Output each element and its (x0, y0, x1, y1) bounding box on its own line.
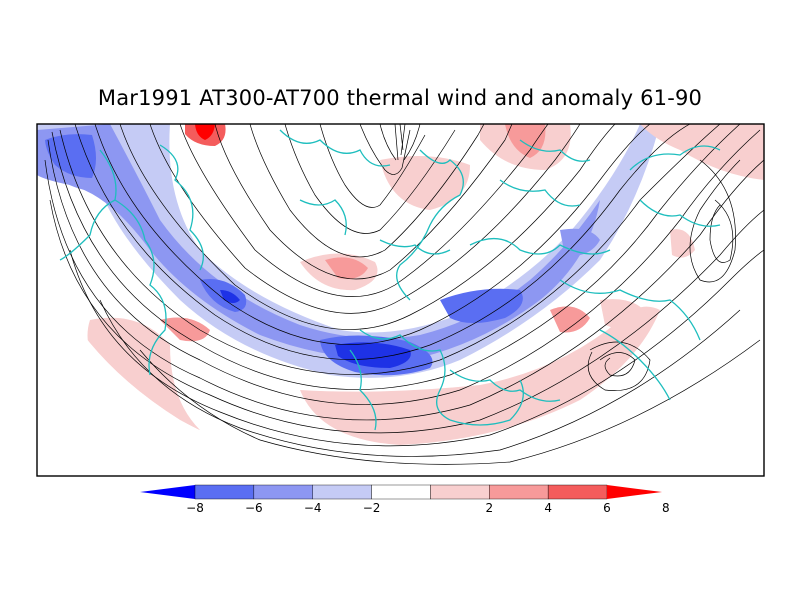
colorbar-tick-label: 2 (485, 501, 493, 515)
colorbar-tick-label: 6 (603, 501, 611, 515)
colorbar-segment (607, 485, 662, 499)
colorbar-segment (489, 484, 549, 500)
colorbar-segment (140, 485, 195, 499)
colorbar-segment (547, 484, 608, 500)
colorbar-segments (140, 484, 662, 500)
colorbar-tick-label: −6 (245, 501, 263, 515)
colorbar-segment (371, 484, 431, 500)
colorbar-tick-label: 8 (662, 501, 670, 515)
colorbar-segment (312, 484, 372, 500)
thermal-wind-streamlines (44, 124, 764, 465)
figure-title: Mar1991 AT300-AT700 thermal wind and ano… (97, 86, 703, 110)
map-frame (36, 123, 765, 477)
colorbar-segment (430, 484, 490, 500)
colorbar-tick-labels: −8 −6 −4 −2 2 4 6 8 (186, 501, 670, 515)
colorbar-tick-label: −2 (363, 501, 381, 515)
colorbar-tick-label: −4 (304, 501, 322, 515)
colorbar-tick-label: 4 (544, 501, 552, 515)
colorbar-segment (194, 484, 255, 500)
colorbar-segment (253, 484, 313, 500)
colorbar-tick-label: −8 (186, 501, 204, 515)
coastlines (59, 129, 721, 431)
anomaly-field (37, 124, 764, 445)
